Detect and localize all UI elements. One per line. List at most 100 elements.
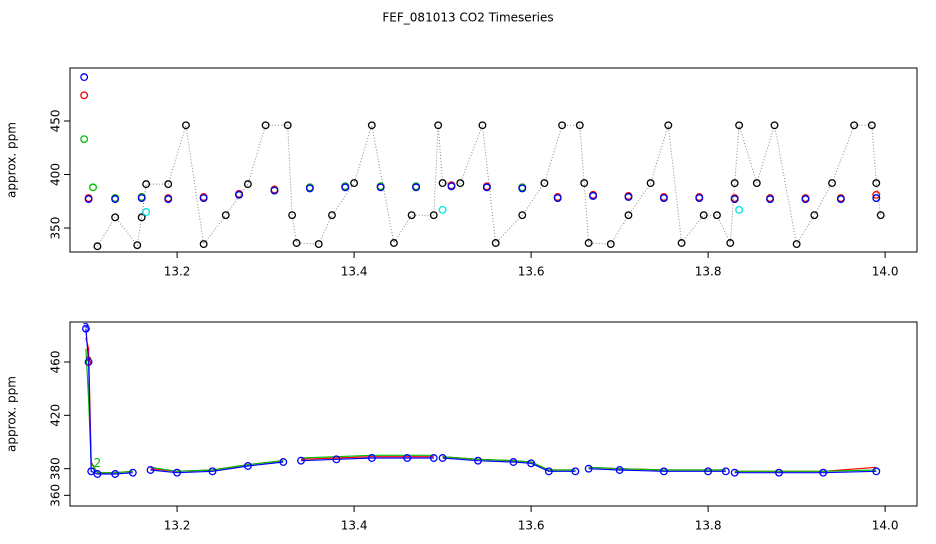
data-point xyxy=(429,211,438,220)
data-point xyxy=(624,193,633,201)
data-point xyxy=(350,179,359,188)
plot-frame xyxy=(69,67,918,253)
data-point xyxy=(292,239,301,247)
data-point xyxy=(181,121,190,130)
data-point xyxy=(646,179,655,188)
data-point xyxy=(704,467,713,476)
data-point xyxy=(540,179,549,188)
data-point xyxy=(615,466,624,474)
data-point xyxy=(659,467,668,476)
annotation: 2 xyxy=(94,456,102,470)
data-point xyxy=(111,195,120,204)
data-point xyxy=(111,213,120,222)
data-point xyxy=(735,205,744,214)
data-point xyxy=(142,208,151,216)
data-point xyxy=(664,121,673,130)
data-point xyxy=(584,239,593,247)
series-line xyxy=(85,348,877,474)
data-point xyxy=(403,454,412,462)
data-point xyxy=(367,454,376,462)
data-point xyxy=(261,121,270,130)
data-point xyxy=(89,183,97,192)
data-point xyxy=(518,184,527,193)
data-point xyxy=(235,190,243,199)
data-point xyxy=(518,211,527,220)
data-point xyxy=(876,211,885,220)
data-point xyxy=(867,121,876,130)
data-point xyxy=(726,239,735,247)
data-point xyxy=(133,241,142,250)
data-point xyxy=(80,135,89,144)
data-point xyxy=(766,195,775,204)
connector-line xyxy=(96,124,882,247)
x-tick-label: 13.6 xyxy=(518,265,545,279)
x-tick-label: 13.2 xyxy=(164,265,191,279)
data-point xyxy=(208,467,217,476)
y-tick-label: 360 xyxy=(49,484,63,507)
x-tick-label: 13.4 xyxy=(341,519,368,533)
data-point xyxy=(558,121,567,130)
data-point xyxy=(80,73,89,82)
data-point xyxy=(606,240,615,249)
data-point xyxy=(142,180,151,189)
x-tick-label: 13.8 xyxy=(695,519,722,533)
data-point xyxy=(429,454,438,462)
x-tick-label: 13.2 xyxy=(164,519,191,533)
data-point xyxy=(730,195,739,204)
annotation: 3 xyxy=(85,355,93,369)
y-tick-label: 460 xyxy=(49,351,63,374)
data-point xyxy=(146,466,155,474)
data-point xyxy=(836,195,845,204)
data-point xyxy=(624,211,633,220)
data-point xyxy=(509,458,518,466)
data-point xyxy=(305,184,314,193)
data-point xyxy=(412,183,421,192)
data-point xyxy=(81,324,90,333)
y-tick-label: 400 xyxy=(49,163,63,186)
data-point xyxy=(730,179,739,188)
data-point xyxy=(527,459,536,468)
plot-frame xyxy=(69,321,918,507)
data-point xyxy=(713,211,721,220)
data-point xyxy=(872,190,881,199)
x-tick-label: 13.4 xyxy=(341,265,368,279)
y-tick-label: 350 xyxy=(49,217,63,240)
data-point xyxy=(279,458,288,466)
data-point xyxy=(589,191,598,200)
data-point xyxy=(438,179,447,188)
data-point xyxy=(571,467,580,476)
data-point xyxy=(243,180,252,189)
data-point xyxy=(580,179,589,188)
data-point xyxy=(721,467,730,476)
data-point xyxy=(137,194,146,203)
data-point xyxy=(389,239,398,247)
data-point xyxy=(584,464,593,473)
y-tick-label: 450 xyxy=(49,110,63,133)
data-point xyxy=(164,180,173,189)
data-point xyxy=(297,456,305,465)
data-point xyxy=(810,211,819,220)
data-point xyxy=(553,194,562,203)
data-point xyxy=(288,211,297,220)
data-point xyxy=(80,91,89,100)
data-point xyxy=(872,467,881,476)
data-point xyxy=(699,211,708,220)
data-point xyxy=(93,470,102,478)
x-tick-label: 14.0 xyxy=(872,265,899,279)
data-point xyxy=(137,213,146,222)
data-point xyxy=(341,183,350,192)
data-point xyxy=(659,194,668,203)
data-point xyxy=(438,454,447,462)
data-point xyxy=(376,183,385,192)
data-point xyxy=(84,358,93,366)
data-point xyxy=(438,205,447,214)
data-point xyxy=(367,121,376,130)
data-point xyxy=(164,195,173,204)
data-point xyxy=(243,462,252,470)
data-point xyxy=(111,470,120,478)
data-point xyxy=(752,179,761,188)
data-point xyxy=(407,211,416,220)
data-point xyxy=(801,195,810,204)
y-axis-label: approx. ppm xyxy=(5,122,19,198)
